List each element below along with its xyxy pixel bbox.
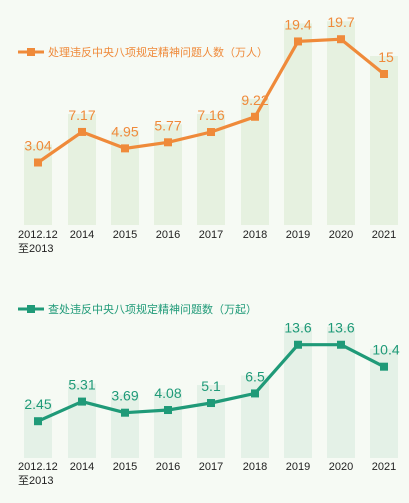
data-point [121,144,129,153]
data-point [207,399,215,408]
data-label: 13.6 [327,320,354,336]
bg-column [327,21,355,225]
legend-marker [27,305,35,313]
x-tick-label-line: 至2013 [18,243,53,255]
x-tick-label-line: 2015 [113,229,137,241]
data-label: 4.95 [111,123,138,139]
data-point [207,128,215,137]
x-tick-label: 2016 [156,229,180,241]
data-point [164,138,172,147]
bg-column [24,403,52,458]
x-tick-label-line: 2019 [286,229,310,241]
data-point [337,35,345,44]
x-tick-label: 2012.12 至2013 [18,461,58,487]
data-label: 7.16 [197,107,224,123]
legend-marker [27,48,35,56]
x-tick-label: 2015 [113,461,137,473]
chart-panel-1: 处理违反中央八项规定精神问题人数（万人） 3.04 7.17 4.95 5.77 7.16… [18,14,396,255]
legend-label: 查处违反中央八项规定精神问题数（万起） [48,302,257,316]
x-tick-label-line: 2018 [243,461,267,473]
data-point [78,127,86,136]
data-label: 7.17 [68,107,95,123]
x-tick-label: 2020 [329,461,353,473]
x-tick-label-line: 2017 [199,229,223,241]
data-point [121,408,129,417]
x-tick-label-line: 至2013 [18,475,53,487]
data-point [34,158,42,167]
x-tick-label-line: 2020 [329,229,353,241]
data-point [380,362,388,371]
x-tick-label-line: 2016 [156,461,180,473]
data-label: 15 [378,49,394,65]
bg-column [241,375,269,458]
data-label: 13.6 [284,320,311,336]
x-tick-label: 2015 [113,229,137,241]
data-label: 2.45 [24,396,51,412]
data-point [251,389,259,398]
x-tick-label-line: 2021 [372,229,396,241]
chart-panel-2: 查处违反中央八项规定精神问题数（万起） 2.45 5.31 3.69 4.08 5.1 6.… [18,302,400,487]
x-tick-label: 2020 [329,229,353,241]
x-tick-label: 2018 [243,461,267,473]
x-tick-label-line: 2012.12 [18,461,58,473]
data-point [294,37,302,46]
x-tick-label-line: 2020 [329,461,353,473]
bg-column [370,56,398,225]
legend: 查处违反中央八项规定精神问题数（万起） [18,302,257,316]
data-label: 10.4 [372,342,399,358]
x-tick-label: 2017 [199,461,223,473]
data-point [380,70,388,78]
x-tick-label: 2017 [199,229,223,241]
data-point [294,340,302,349]
bg-column [111,394,139,458]
x-tick-label: 2021 [372,461,396,473]
x-tick-label: 2021 [372,229,396,241]
x-tick-label-line: 2017 [199,461,223,473]
data-label: 5.1 [201,378,221,394]
x-tick-label: 2014 [70,461,94,473]
bg-column [154,392,182,458]
data-label: 5.31 [68,377,95,393]
bg-column [68,383,96,458]
data-point [164,406,172,415]
data-point [337,340,345,349]
x-tick-label-line: 2021 [372,461,396,473]
x-tick-label: 2016 [156,461,180,473]
x-tick-label: 2019 [286,461,310,473]
data-point [251,112,259,121]
data-label: 5.77 [154,117,181,133]
x-tick-label-line: 2012.12 [18,229,58,241]
bg-column [284,23,312,225]
x-tick-label: 2019 [286,229,310,241]
data-label: 9.22 [241,92,268,108]
x-tick-label: 2012.12 至2013 [18,229,58,255]
x-tick-label: 2014 [70,229,94,241]
data-label: 6.5 [245,368,265,384]
x-tick-label-line: 2015 [113,461,137,473]
data-label: 3.04 [24,138,51,154]
legend-label: 处理违反中央八项规定精神问题人数（万人） [48,45,268,59]
data-label: 3.69 [111,388,138,404]
x-tick-label-line: 2014 [70,229,94,241]
x-tick-label-line: 2016 [156,229,180,241]
data-point [78,397,86,406]
data-label: 4.08 [154,385,181,401]
x-tick-label-line: 2018 [243,229,267,241]
x-tick-label-line: 2019 [286,461,310,473]
data-label: 19.4 [284,16,311,32]
x-tick-label: 2018 [243,229,267,241]
data-point [34,417,42,426]
data-label: 19.7 [327,14,354,30]
x-tick-label-line: 2014 [70,461,94,473]
bg-column [197,385,225,458]
legend: 处理违反中央八项规定精神问题人数（万人） [18,45,268,59]
